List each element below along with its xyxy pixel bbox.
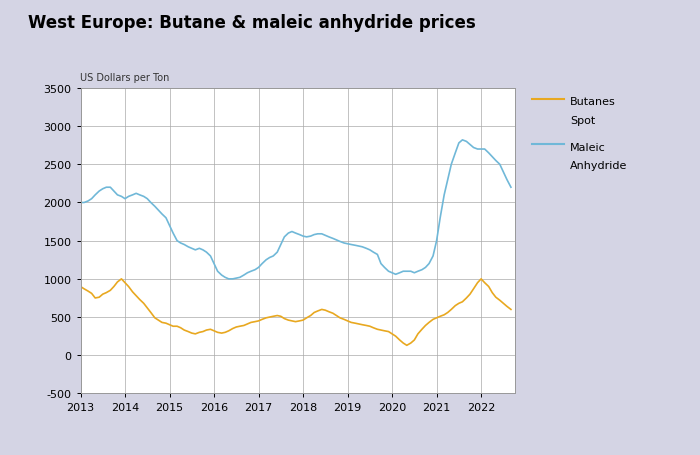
Text: Maleic: Maleic <box>570 142 606 152</box>
Text: West Europe: Butane & maleic anhydride prices: West Europe: Butane & maleic anhydride p… <box>28 14 476 31</box>
Text: Spot: Spot <box>570 116 595 125</box>
Text: Anhydride: Anhydride <box>570 161 627 171</box>
Text: Butanes: Butanes <box>570 97 615 107</box>
Text: US Dollars per Ton: US Dollars per Ton <box>80 73 170 83</box>
